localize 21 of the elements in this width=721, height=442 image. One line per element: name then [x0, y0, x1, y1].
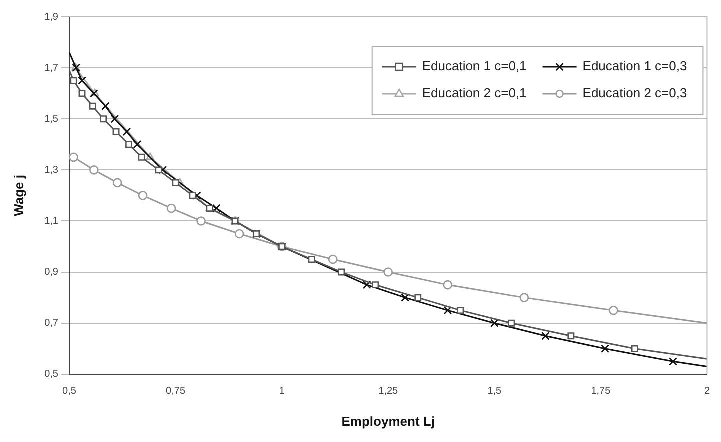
x-tick-label: 1,75 [591, 386, 612, 398]
y-tick-label: 1,1 [44, 216, 59, 227]
y-axis-title: Wage j [11, 174, 26, 216]
x-tick-label: 0,75 [166, 386, 186, 398]
x-tick-label: 0,5 [62, 386, 77, 398]
x-axis-title: Employment Lj [342, 414, 435, 429]
x-tick-label: 2 [704, 386, 710, 398]
y-tick-label: 0,5 [44, 369, 59, 380]
legend-label: Education 2 c=0,1 [422, 86, 527, 101]
legend-label: Education 1 c=0,1 [422, 58, 527, 74]
x-tick-label: 1,5 [488, 386, 502, 398]
legend-label: Education 1 c=0,3 [582, 58, 688, 74]
y-tick-label: 0,7 [44, 318, 59, 330]
y-tick-label: 0,9 [44, 267, 59, 278]
y-tick-label: 1,5 [44, 114, 59, 125]
y-tick-label: 1,3 [44, 164, 59, 176]
legend-label: Education 2 c=0,3 [582, 86, 688, 101]
x-tick-label: 1 [279, 386, 286, 398]
x-tick-label: 1,25 [378, 386, 399, 398]
y-tick-label: 1,9 [44, 12, 59, 23]
y-tick-label: 1,7 [44, 62, 59, 74]
